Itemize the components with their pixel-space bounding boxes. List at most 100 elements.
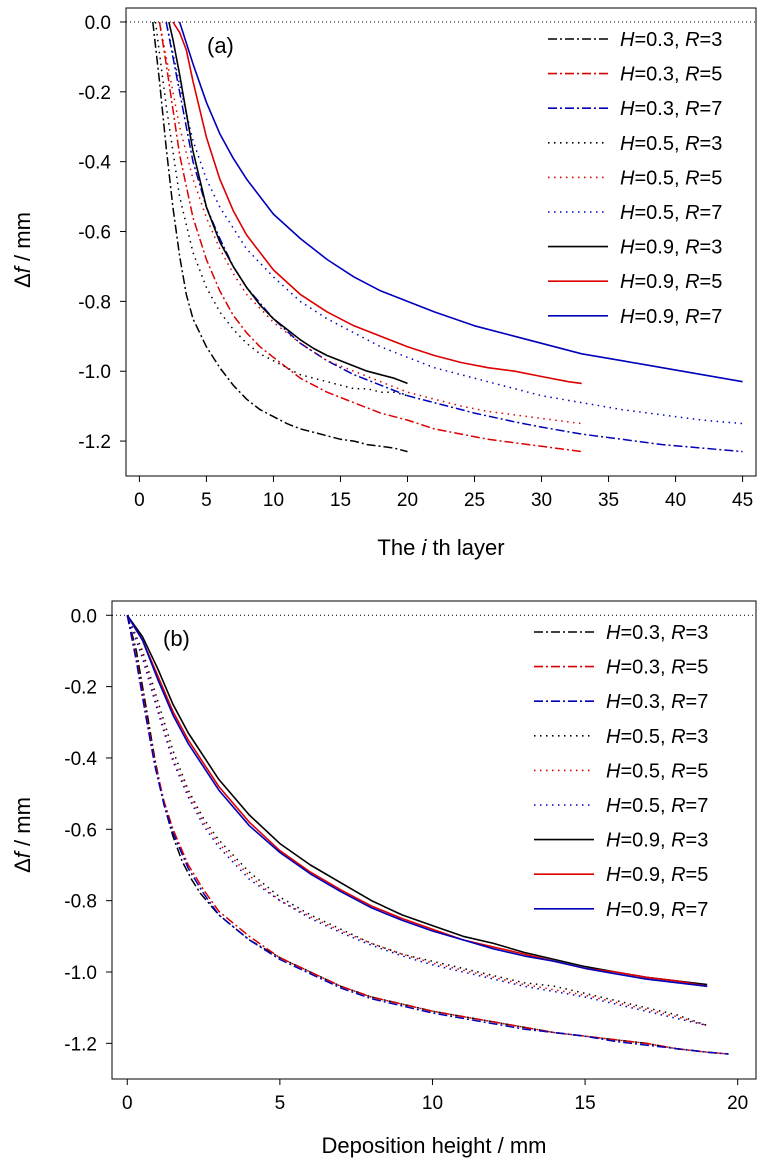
legend-item: H=0.3, R=5 xyxy=(548,64,722,86)
legend-equals: = xyxy=(634,237,646,259)
legend-label: H=0.5, R=7 xyxy=(606,795,708,817)
legend-equals: = xyxy=(686,864,698,886)
legend-h-symbol: H xyxy=(620,133,635,155)
legend-item: H=0.3, R=7 xyxy=(534,691,708,713)
panel-label: (a) xyxy=(207,33,234,58)
legend-label: H=0.5, R=5 xyxy=(606,760,708,782)
legend-h-symbol: H xyxy=(620,306,635,328)
legend-separator: , xyxy=(660,830,671,852)
legend-h-value: 0.3 xyxy=(646,98,674,120)
legend-label: H=0.9, R=7 xyxy=(606,899,708,921)
plot-frame xyxy=(111,600,757,1080)
x-tick-label: 10 xyxy=(422,1093,443,1114)
legend-separator: , xyxy=(660,760,671,782)
legend-h-value: 0.3 xyxy=(646,64,674,86)
legend-h-symbol: H xyxy=(606,899,621,921)
legend-h-value: 0.9 xyxy=(646,271,674,293)
legend-equals: = xyxy=(686,657,698,679)
y-axis-title-italic: f xyxy=(10,264,35,273)
legend-r-value: 3 xyxy=(711,29,722,51)
legend-r-symbol: R xyxy=(685,29,699,51)
series-line-h03-r5 xyxy=(158,21,582,453)
legend-r-symbol: R xyxy=(685,306,699,328)
legend-r-value: 5 xyxy=(711,167,722,189)
x-axis-title-suffix: th layer xyxy=(426,535,504,560)
legend-separator: , xyxy=(674,202,685,224)
legend-h-value: 0.3 xyxy=(632,622,660,644)
legend-equals: = xyxy=(620,864,632,886)
legend-equals: = xyxy=(686,795,698,817)
legend-r-value: 7 xyxy=(697,691,708,713)
y-tick-label: -1.2 xyxy=(78,432,111,453)
legend-equals: = xyxy=(634,133,646,155)
legend-item: H=0.5, R=7 xyxy=(548,202,722,224)
y-axis-title-delta: Δ xyxy=(10,273,35,288)
y-tick-label: -1.0 xyxy=(64,963,97,984)
series-line-h03-r3 xyxy=(152,21,408,453)
y-tick-label: -1.0 xyxy=(78,362,111,383)
x-tick-label: 40 xyxy=(665,490,686,511)
legend-r-symbol: R xyxy=(685,98,699,120)
legend-r-value: 7 xyxy=(711,98,722,120)
series-line-h09-r5 xyxy=(172,21,582,385)
legend-label: H=0.3, R=7 xyxy=(620,98,722,120)
legend-item: H=0.5, R=3 xyxy=(534,726,708,748)
y-tick-label: -0.6 xyxy=(78,223,111,244)
legend-equals: = xyxy=(700,306,712,328)
y-axis-title-italic: f xyxy=(10,849,35,858)
legend-h-symbol: H xyxy=(620,237,635,259)
legend-item: H=0.9, R=3 xyxy=(534,830,708,852)
legend-r-symbol: R xyxy=(671,830,685,852)
x-tick-label: 5 xyxy=(201,490,212,511)
legend-equals: = xyxy=(634,202,646,224)
legend-h-value: 0.9 xyxy=(632,864,660,886)
legend-equals: = xyxy=(700,202,712,224)
legend-equals: = xyxy=(620,622,632,644)
y-tick-label: -0.4 xyxy=(78,153,111,174)
legend-separator: , xyxy=(660,864,671,886)
legend-label: H=0.3, R=5 xyxy=(620,64,722,86)
legend-r-value: 5 xyxy=(697,760,708,782)
legend-r-value: 5 xyxy=(697,864,708,886)
legend-h-symbol: H xyxy=(606,691,621,713)
x-tick-label: 30 xyxy=(531,490,552,511)
y-tick-label: 0.0 xyxy=(71,606,97,627)
legend-h-symbol: H xyxy=(606,622,621,644)
legend-equals: = xyxy=(634,98,646,120)
x-tick-label: 35 xyxy=(598,490,619,511)
y-tick-label: -0.8 xyxy=(78,292,111,313)
legend-r-value: 3 xyxy=(711,237,722,259)
legend-r-value: 7 xyxy=(697,899,708,921)
series-line-h03-r3 xyxy=(126,615,729,1055)
legend-r-value: 3 xyxy=(697,830,708,852)
y-axis-title-suffix: / mm xyxy=(10,797,35,852)
x-tick-label: 20 xyxy=(727,1093,748,1114)
series-line-h03-r7 xyxy=(126,615,729,1055)
legend-h-value: 0.5 xyxy=(632,726,660,748)
series-line-h03-r5 xyxy=(126,615,729,1055)
legend-label: H=0.9, R=3 xyxy=(620,237,722,259)
legend-item: H=0.5, R=7 xyxy=(534,795,708,817)
legend-separator: , xyxy=(660,691,671,713)
series-line-h05-r5 xyxy=(126,615,708,1027)
panel-label: (b) xyxy=(163,626,190,651)
legend-equals: = xyxy=(634,271,646,293)
x-tick-label: 45 xyxy=(732,490,753,511)
legend-h-value: 0.5 xyxy=(632,760,660,782)
legend-r-value: 7 xyxy=(711,202,722,224)
legend-equals: = xyxy=(700,29,712,51)
legend-equals: = xyxy=(686,760,698,782)
series-line-h05-r3 xyxy=(154,21,408,397)
x-tick-label: 10 xyxy=(263,490,284,511)
legend-equals: = xyxy=(686,830,698,852)
legend-separator: , xyxy=(674,167,685,189)
x-tick-label: 20 xyxy=(397,490,418,511)
legend-item: H=0.9, R=7 xyxy=(534,899,708,921)
legend-equals: = xyxy=(620,830,632,852)
legend-label: H=0.5, R=7 xyxy=(620,202,722,224)
legend-r-value: 7 xyxy=(697,795,708,817)
legend-h-symbol: H xyxy=(606,795,621,817)
legend-h-symbol: H xyxy=(620,271,635,293)
y-axis-title: Δf / mm xyxy=(10,797,35,873)
legend-r-symbol: R xyxy=(685,237,699,259)
